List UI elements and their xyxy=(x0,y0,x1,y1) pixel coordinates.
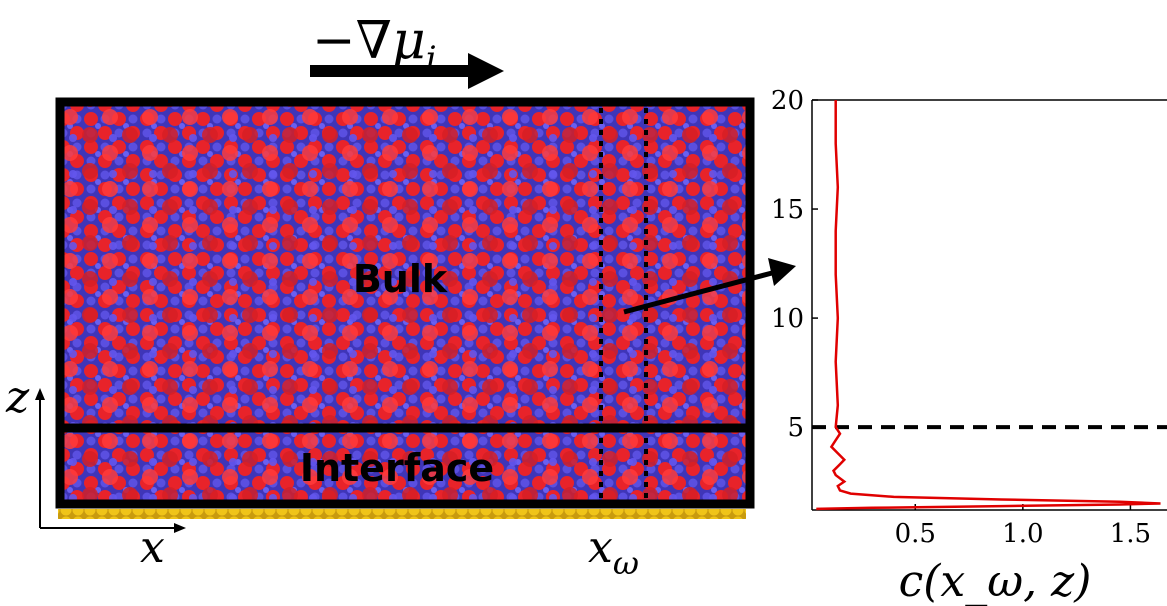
substrate-layer xyxy=(58,509,746,519)
gradient-arrow-shaft xyxy=(310,65,470,77)
x-tick-label: 1.0 xyxy=(1002,519,1043,549)
particle-overlay xyxy=(58,100,750,504)
y-tick-label: 5 xyxy=(787,413,804,443)
x-axis-arrowhead xyxy=(174,523,186,533)
interface-label: Interface xyxy=(300,446,494,490)
interface-box xyxy=(55,423,755,509)
concentration-profile-chart: 0.5 1.0 1.5 5 10 15 20 c(x_ω, z) xyxy=(771,86,1167,606)
x-axis-label: x xyxy=(140,522,165,573)
y-tick-label: 10 xyxy=(771,304,804,334)
concentration-profile-line xyxy=(816,100,1161,511)
bulk-label: Bulk xyxy=(353,257,448,301)
slab-to-profile-arrowhead xyxy=(768,258,796,286)
gradient-arrow-head xyxy=(468,53,504,89)
z-axis-arrowhead xyxy=(35,388,45,400)
z-axis-label: z xyxy=(5,372,30,423)
chart-ticks: 0.5 1.0 1.5 5 10 15 20 xyxy=(771,86,1151,549)
coordinate-axes: z x xω xyxy=(5,372,639,582)
y-tick-label: 15 xyxy=(771,195,804,225)
chart-x-axis-label: c(x_ω, z) xyxy=(899,556,1092,606)
chemical-potential-gradient: −∇μi xyxy=(310,11,504,89)
x-tick-label: 0.5 xyxy=(895,519,936,549)
y-tick-label: 20 xyxy=(771,86,804,116)
gradient-label: −∇μi xyxy=(312,11,437,79)
x-omega-label: xω xyxy=(588,522,639,582)
x-tick-label: 1.5 xyxy=(1110,519,1151,549)
slab-to-profile-arrow xyxy=(623,270,773,315)
simulation-snapshot: Bulk Interface xyxy=(55,97,755,519)
